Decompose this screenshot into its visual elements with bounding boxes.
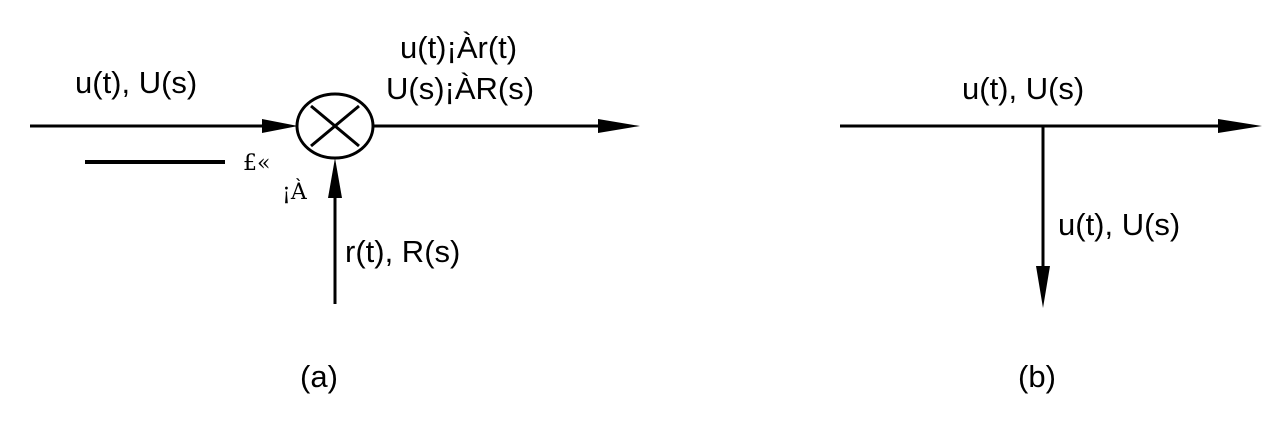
diagram-b: u(t), U(s) u(t), U(s) (b) <box>840 71 1262 394</box>
input-arrowhead <box>262 119 298 133</box>
output-arrowhead <box>598 119 640 133</box>
summing-junction <box>297 94 373 158</box>
plus-sign-label: £« <box>243 151 270 176</box>
input-label: u(t), U(s) <box>75 65 197 100</box>
branch-signal-label: u(t), U(s) <box>1058 207 1180 242</box>
caption-b: (b) <box>1018 359 1056 394</box>
caption-a: (a) <box>300 359 338 394</box>
feedback-label: r(t), R(s) <box>345 234 460 269</box>
main-signal-label: u(t), U(s) <box>962 71 1084 106</box>
main-arrowhead <box>1218 119 1262 133</box>
feedback-arrowhead <box>328 158 342 198</box>
output-label-line1: u(t)¡Àr(t) <box>400 30 517 65</box>
output-label-line2: U(s)¡ÀR(s) <box>386 71 534 106</box>
branch-arrowhead <box>1036 266 1050 308</box>
plus-minus-sign-label: ¡À <box>282 178 308 205</box>
diagram-a: u(t), U(s) u(t)¡Àr(t) U(s)¡ÀR(s) £« ¡À r… <box>30 30 640 394</box>
